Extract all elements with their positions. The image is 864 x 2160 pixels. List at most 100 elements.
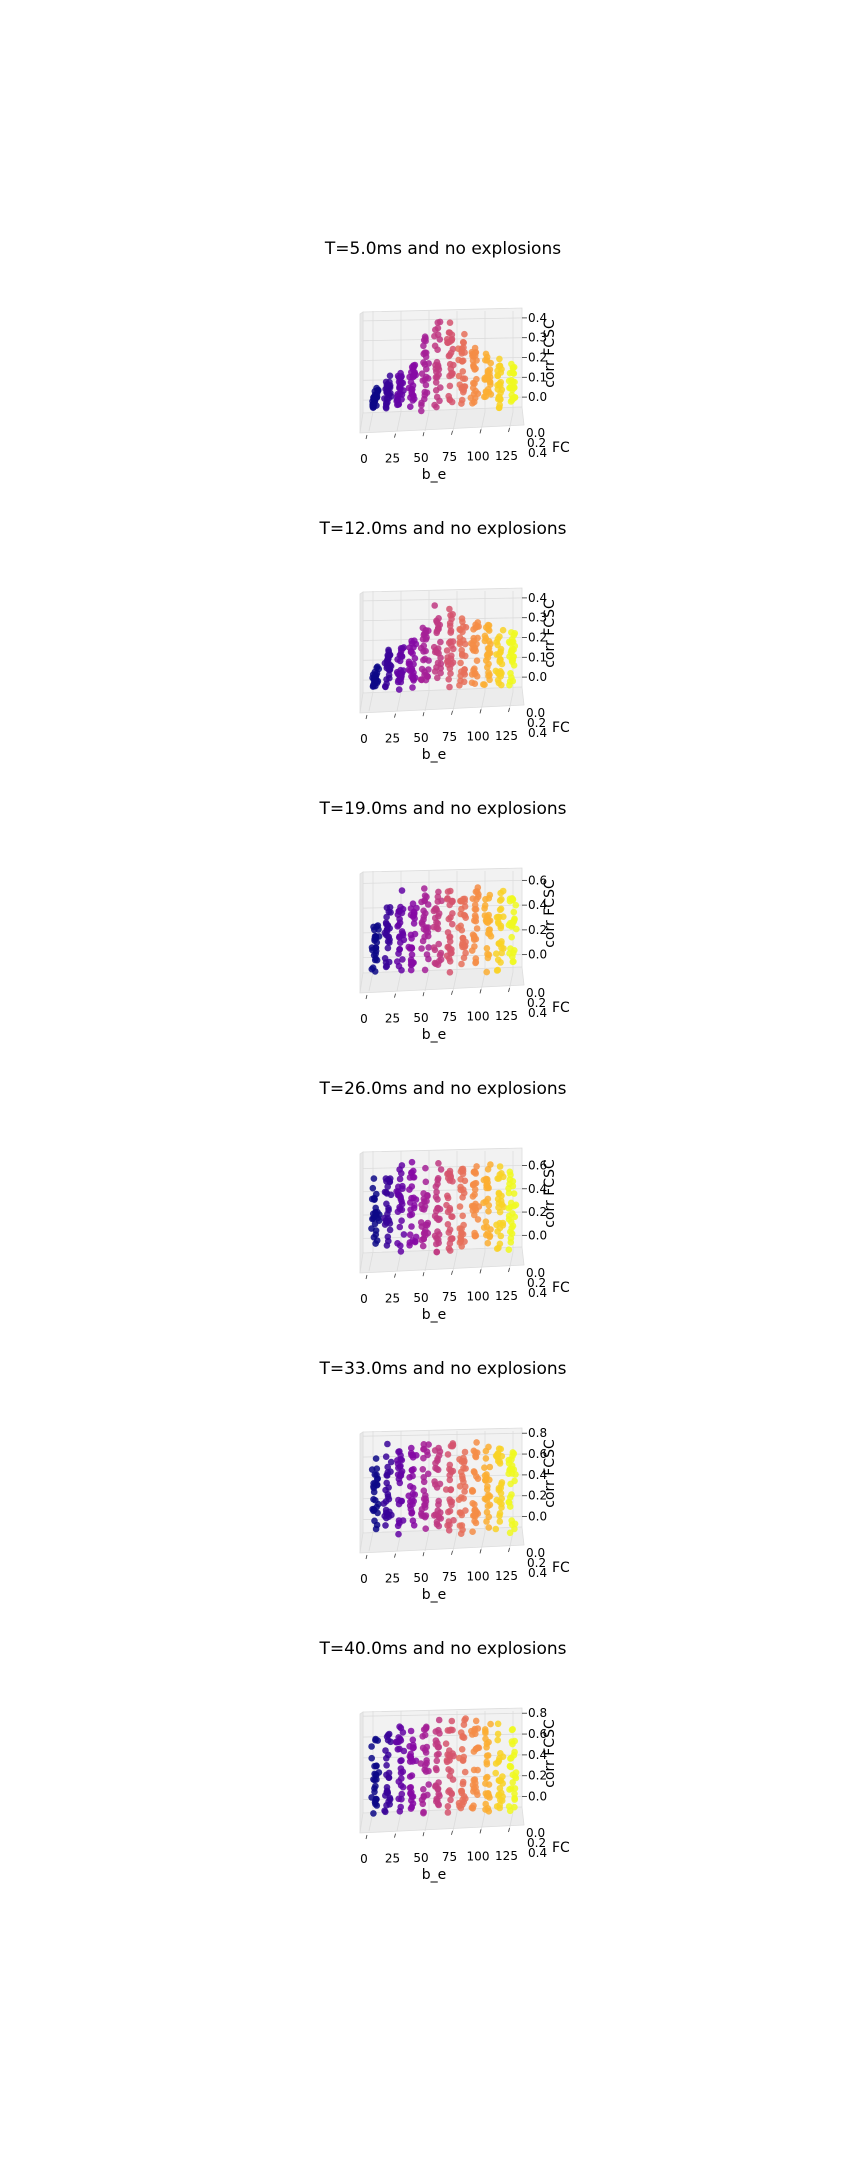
data-point — [458, 960, 465, 968]
data-point — [408, 1158, 416, 1166]
grid-line — [424, 971, 430, 992]
data-point — [472, 906, 480, 913]
data-point — [482, 896, 489, 903]
data-point — [482, 1729, 489, 1737]
x-tick — [479, 429, 482, 434]
data-point — [424, 1192, 431, 1200]
data-point — [446, 1247, 454, 1254]
y-tick-label: 0.0 — [526, 1266, 545, 1280]
x-tick-label: 50 — [413, 1011, 428, 1025]
grid-line — [452, 411, 458, 432]
data-point — [508, 933, 515, 941]
x-tick — [508, 987, 510, 993]
data-point — [494, 635, 502, 643]
y-axis-label: FC — [552, 1000, 570, 1016]
data-point — [507, 1480, 514, 1488]
data-point — [507, 1199, 515, 1207]
data-point — [462, 624, 470, 631]
z-axis-label: corr FCSC — [542, 1439, 558, 1508]
x-tick — [508, 1267, 510, 1273]
data-point — [446, 351, 454, 359]
data-point — [371, 395, 379, 403]
x-tick — [508, 707, 510, 713]
data-point — [483, 1176, 491, 1183]
data-point — [370, 1496, 377, 1503]
data-point — [372, 1455, 380, 1462]
data-point — [472, 1452, 479, 1460]
x-tick-label: 100 — [467, 1290, 490, 1304]
data-point — [484, 1752, 492, 1759]
x-tick-label: 125 — [495, 1009, 518, 1023]
x-tick — [422, 992, 425, 997]
data-point — [406, 1502, 414, 1509]
data-point — [406, 1174, 414, 1181]
data-point — [431, 668, 439, 675]
data-point — [372, 1782, 379, 1790]
grid-line — [508, 1811, 514, 1832]
data-point — [473, 1745, 480, 1752]
grid-line — [362, 597, 523, 602]
z-tick-label: 0.4 — [528, 311, 547, 325]
data-point — [483, 1518, 490, 1525]
data-point — [436, 1205, 444, 1213]
data-point — [385, 1484, 392, 1491]
data-point — [473, 896, 480, 903]
data-point — [458, 1787, 466, 1795]
x-tick-label: 100 — [467, 1850, 490, 1864]
data-point — [506, 950, 513, 957]
data-point — [482, 1455, 490, 1462]
x-tick-label: 125 — [495, 1849, 518, 1863]
data-point — [383, 1733, 391, 1740]
chart-panel-4: T=26.0ms and no explosions 0 25 50 75 100 125 b… — [318, 1079, 570, 1323]
data-point — [460, 954, 468, 962]
data-point — [383, 381, 391, 389]
x-tick-label: 50 — [413, 1851, 428, 1865]
data-point — [398, 1497, 406, 1505]
data-point — [484, 950, 491, 958]
data-point — [468, 1202, 476, 1210]
grid-line — [508, 971, 514, 992]
data-point — [472, 647, 480, 655]
data-point — [436, 1730, 443, 1737]
data-point — [505, 1470, 512, 1477]
x-tick — [508, 1547, 510, 1553]
data-point — [496, 1777, 503, 1784]
x-tick-label: 25 — [385, 731, 400, 745]
grid-line — [368, 971, 374, 992]
data-point — [382, 404, 390, 412]
data-point — [446, 938, 454, 945]
data-point — [444, 1809, 452, 1816]
data-point — [374, 388, 382, 395]
grid-line — [424, 411, 430, 432]
chart-panel-5: T=33.0ms and no explosions 0 25 50 75 100 125 b… — [318, 1359, 570, 1603]
data-point — [511, 630, 519, 637]
data-point — [496, 355, 503, 363]
data-point — [435, 1779, 442, 1786]
data-point — [469, 1193, 477, 1200]
data-point — [471, 1469, 478, 1476]
x-tick-label: 25 — [385, 1011, 400, 1025]
data-point — [507, 1755, 514, 1762]
data-point — [507, 1171, 514, 1179]
x-tick — [365, 434, 368, 440]
data-point — [434, 659, 442, 667]
data-point — [473, 673, 481, 680]
data-point — [422, 1178, 430, 1186]
grid-line — [452, 1531, 458, 1552]
data-point — [511, 1790, 518, 1798]
data-point — [410, 362, 417, 369]
x-tick — [422, 1272, 425, 1277]
x-tick — [479, 1269, 482, 1274]
data-point — [472, 387, 479, 395]
data-point — [508, 1218, 515, 1226]
data-point — [471, 366, 479, 373]
data-point — [507, 670, 514, 677]
data-point — [408, 385, 415, 393]
data-point — [422, 927, 430, 935]
x-tick-label: 125 — [495, 729, 518, 743]
data-point — [446, 605, 453, 613]
data-point — [447, 1486, 454, 1494]
data-point — [459, 1780, 467, 1788]
data-point — [446, 319, 454, 327]
data-point — [483, 1496, 491, 1504]
